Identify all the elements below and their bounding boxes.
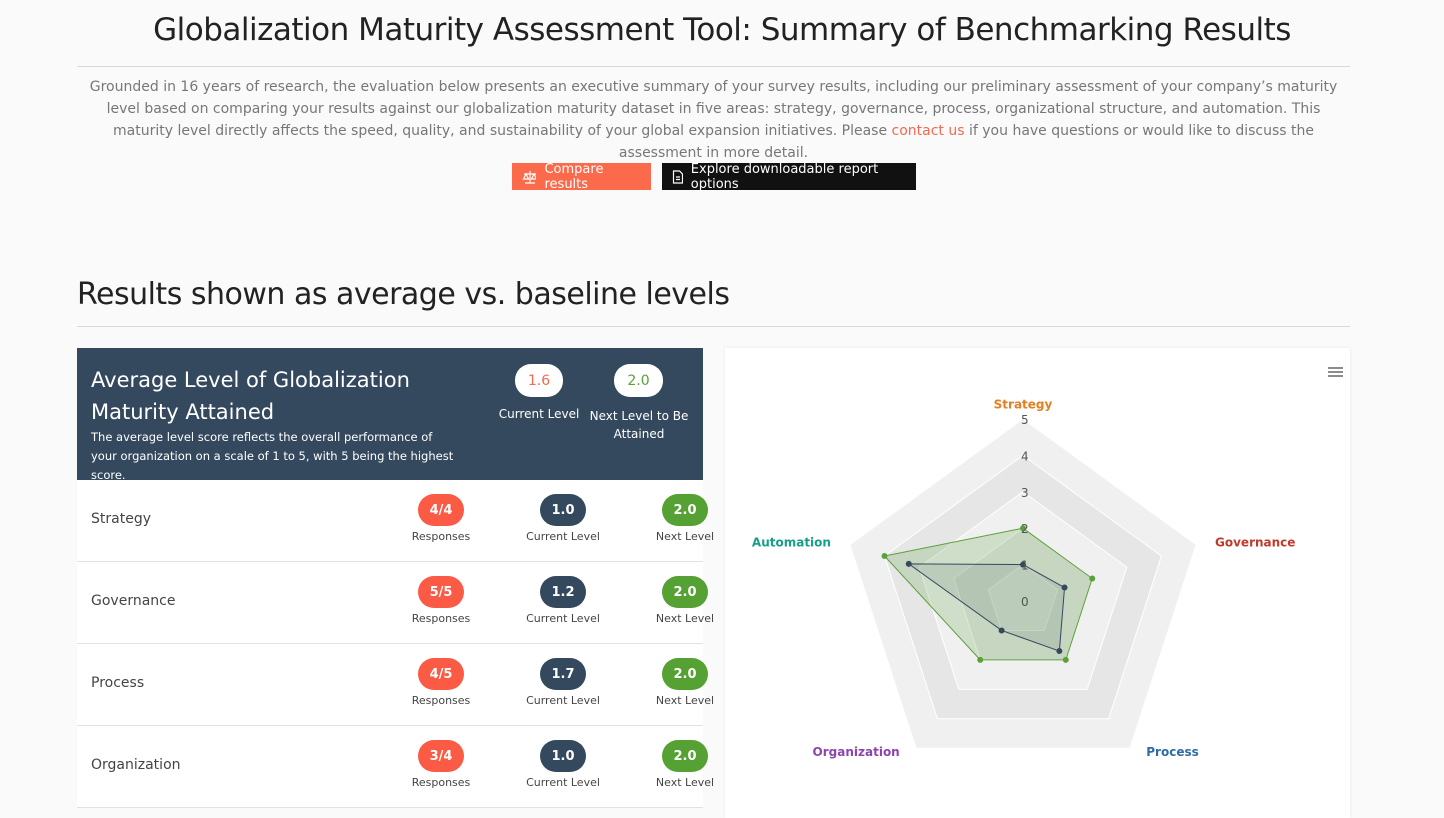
compare-button[interactable]: Compare results: [512, 161, 651, 192]
category-label: Governance: [1215, 536, 1295, 550]
row-name: Governance: [91, 593, 176, 609]
next-badge: 2.0: [662, 576, 708, 608]
next-badge: 2.0: [662, 494, 708, 526]
data-point: [881, 553, 888, 560]
document-icon: [672, 169, 683, 184]
axis-tick-label: 1: [1021, 559, 1029, 573]
result-row: Strategy 4/4 Responses 1.0 Current Level 2.0 N…: [77, 480, 714, 562]
category-label: Automation: [752, 536, 831, 550]
current-badge: 1.0: [540, 494, 586, 526]
current-label: Current Level: [526, 776, 600, 789]
next-badge: 2.0: [662, 740, 708, 772]
result-row: Governance 5/5 Responses 1.2 Current Level 2.…: [77, 562, 714, 644]
next-level-label: Next Level to Be Attained: [589, 409, 689, 441]
current-level-badge: 1.6: [515, 364, 563, 397]
data-point: [1020, 525, 1026, 532]
data-point: [998, 627, 1005, 634]
menu-icon[interactable]: [1328, 367, 1343, 377]
summary-box: Average Level of Globalization Maturity …: [77, 348, 703, 482]
category-label: Strategy: [994, 398, 1053, 412]
category-label: Process: [1146, 745, 1199, 759]
description: Grounded in 16 years of research, the ev…: [77, 76, 1350, 164]
grid-band: [987, 563, 1059, 631]
scale-icon: [522, 170, 537, 184]
current-label: Current Level: [526, 694, 600, 707]
data-point: [977, 656, 984, 663]
contact-link[interactable]: contact us: [891, 123, 965, 139]
axis-tick-label: 0: [1021, 595, 1029, 609]
responses-badge: 3/4: [418, 740, 464, 772]
row-name: Strategy: [91, 511, 151, 527]
data-point: [1020, 561, 1026, 568]
responses-label: Responses: [411, 612, 471, 625]
category-label: Organization: [813, 745, 900, 759]
axis-tick-label: 4: [1021, 449, 1029, 463]
row-name: Process: [91, 675, 145, 691]
divider: [77, 326, 1350, 327]
responses-badge: 4/5: [418, 658, 464, 690]
series-area: [907, 563, 1066, 652]
responses-label: Responses: [411, 694, 471, 707]
summary-description: The average level score reflects the ove…: [91, 430, 454, 482]
data-point: [1062, 656, 1069, 663]
summary-title: Average Level of Globalization Maturity …: [91, 368, 410, 424]
next-label: Next Level: [655, 530, 715, 543]
data-point: [1089, 575, 1096, 582]
data-point: [905, 560, 912, 567]
next-label: Next Level: [655, 776, 715, 789]
description-text: Grounded in 16 years of research, the ev…: [89, 79, 1338, 139]
row-name: Organization: [91, 757, 181, 773]
responses-label: Responses: [411, 776, 471, 789]
next-badge: 2.0: [662, 658, 708, 690]
next-level-badge: 2.0: [614, 364, 663, 397]
responses-badge: 4/4: [418, 494, 464, 526]
responses-badge: 5/5: [418, 576, 464, 608]
current-label: Current Level: [526, 530, 600, 543]
responses-label: Responses: [411, 530, 471, 543]
next-label: Next Level: [655, 694, 715, 707]
data-point: [1061, 584, 1068, 591]
page-title: Globalization Maturity Assessment Tool: …: [153, 12, 1291, 48]
current-label: Current Level: [526, 612, 600, 625]
axis-tick-label: 3: [1021, 486, 1029, 500]
current-badge: 1.2: [540, 576, 586, 608]
current-badge: 1.0: [540, 740, 586, 772]
result-row: Organization 3/4 Responses 1.0 Current Level…: [77, 726, 714, 808]
button-label: Compare results: [544, 161, 604, 192]
axis-tick-label: 2: [1021, 522, 1029, 536]
next-label: Next Level: [655, 612, 715, 625]
description-text: if you have questions or would like to d…: [618, 123, 1314, 161]
button-label: Explore downloadable report options: [690, 161, 879, 192]
result-row: Process 4/5 Responses 1.7 Current Level 2.0 Ne…: [77, 644, 714, 726]
data-point: [1056, 648, 1063, 655]
current-badge: 1.7: [540, 658, 586, 690]
axis-tick-label: 5: [1021, 413, 1029, 427]
section-title: Results shown as average vs. baseline le…: [77, 277, 730, 312]
series-area: [883, 527, 1093, 661]
divider: [77, 66, 1350, 67]
report-button[interactable]: Explore downloadable report options: [662, 161, 916, 192]
current-level-label: Current Level: [498, 407, 580, 421]
